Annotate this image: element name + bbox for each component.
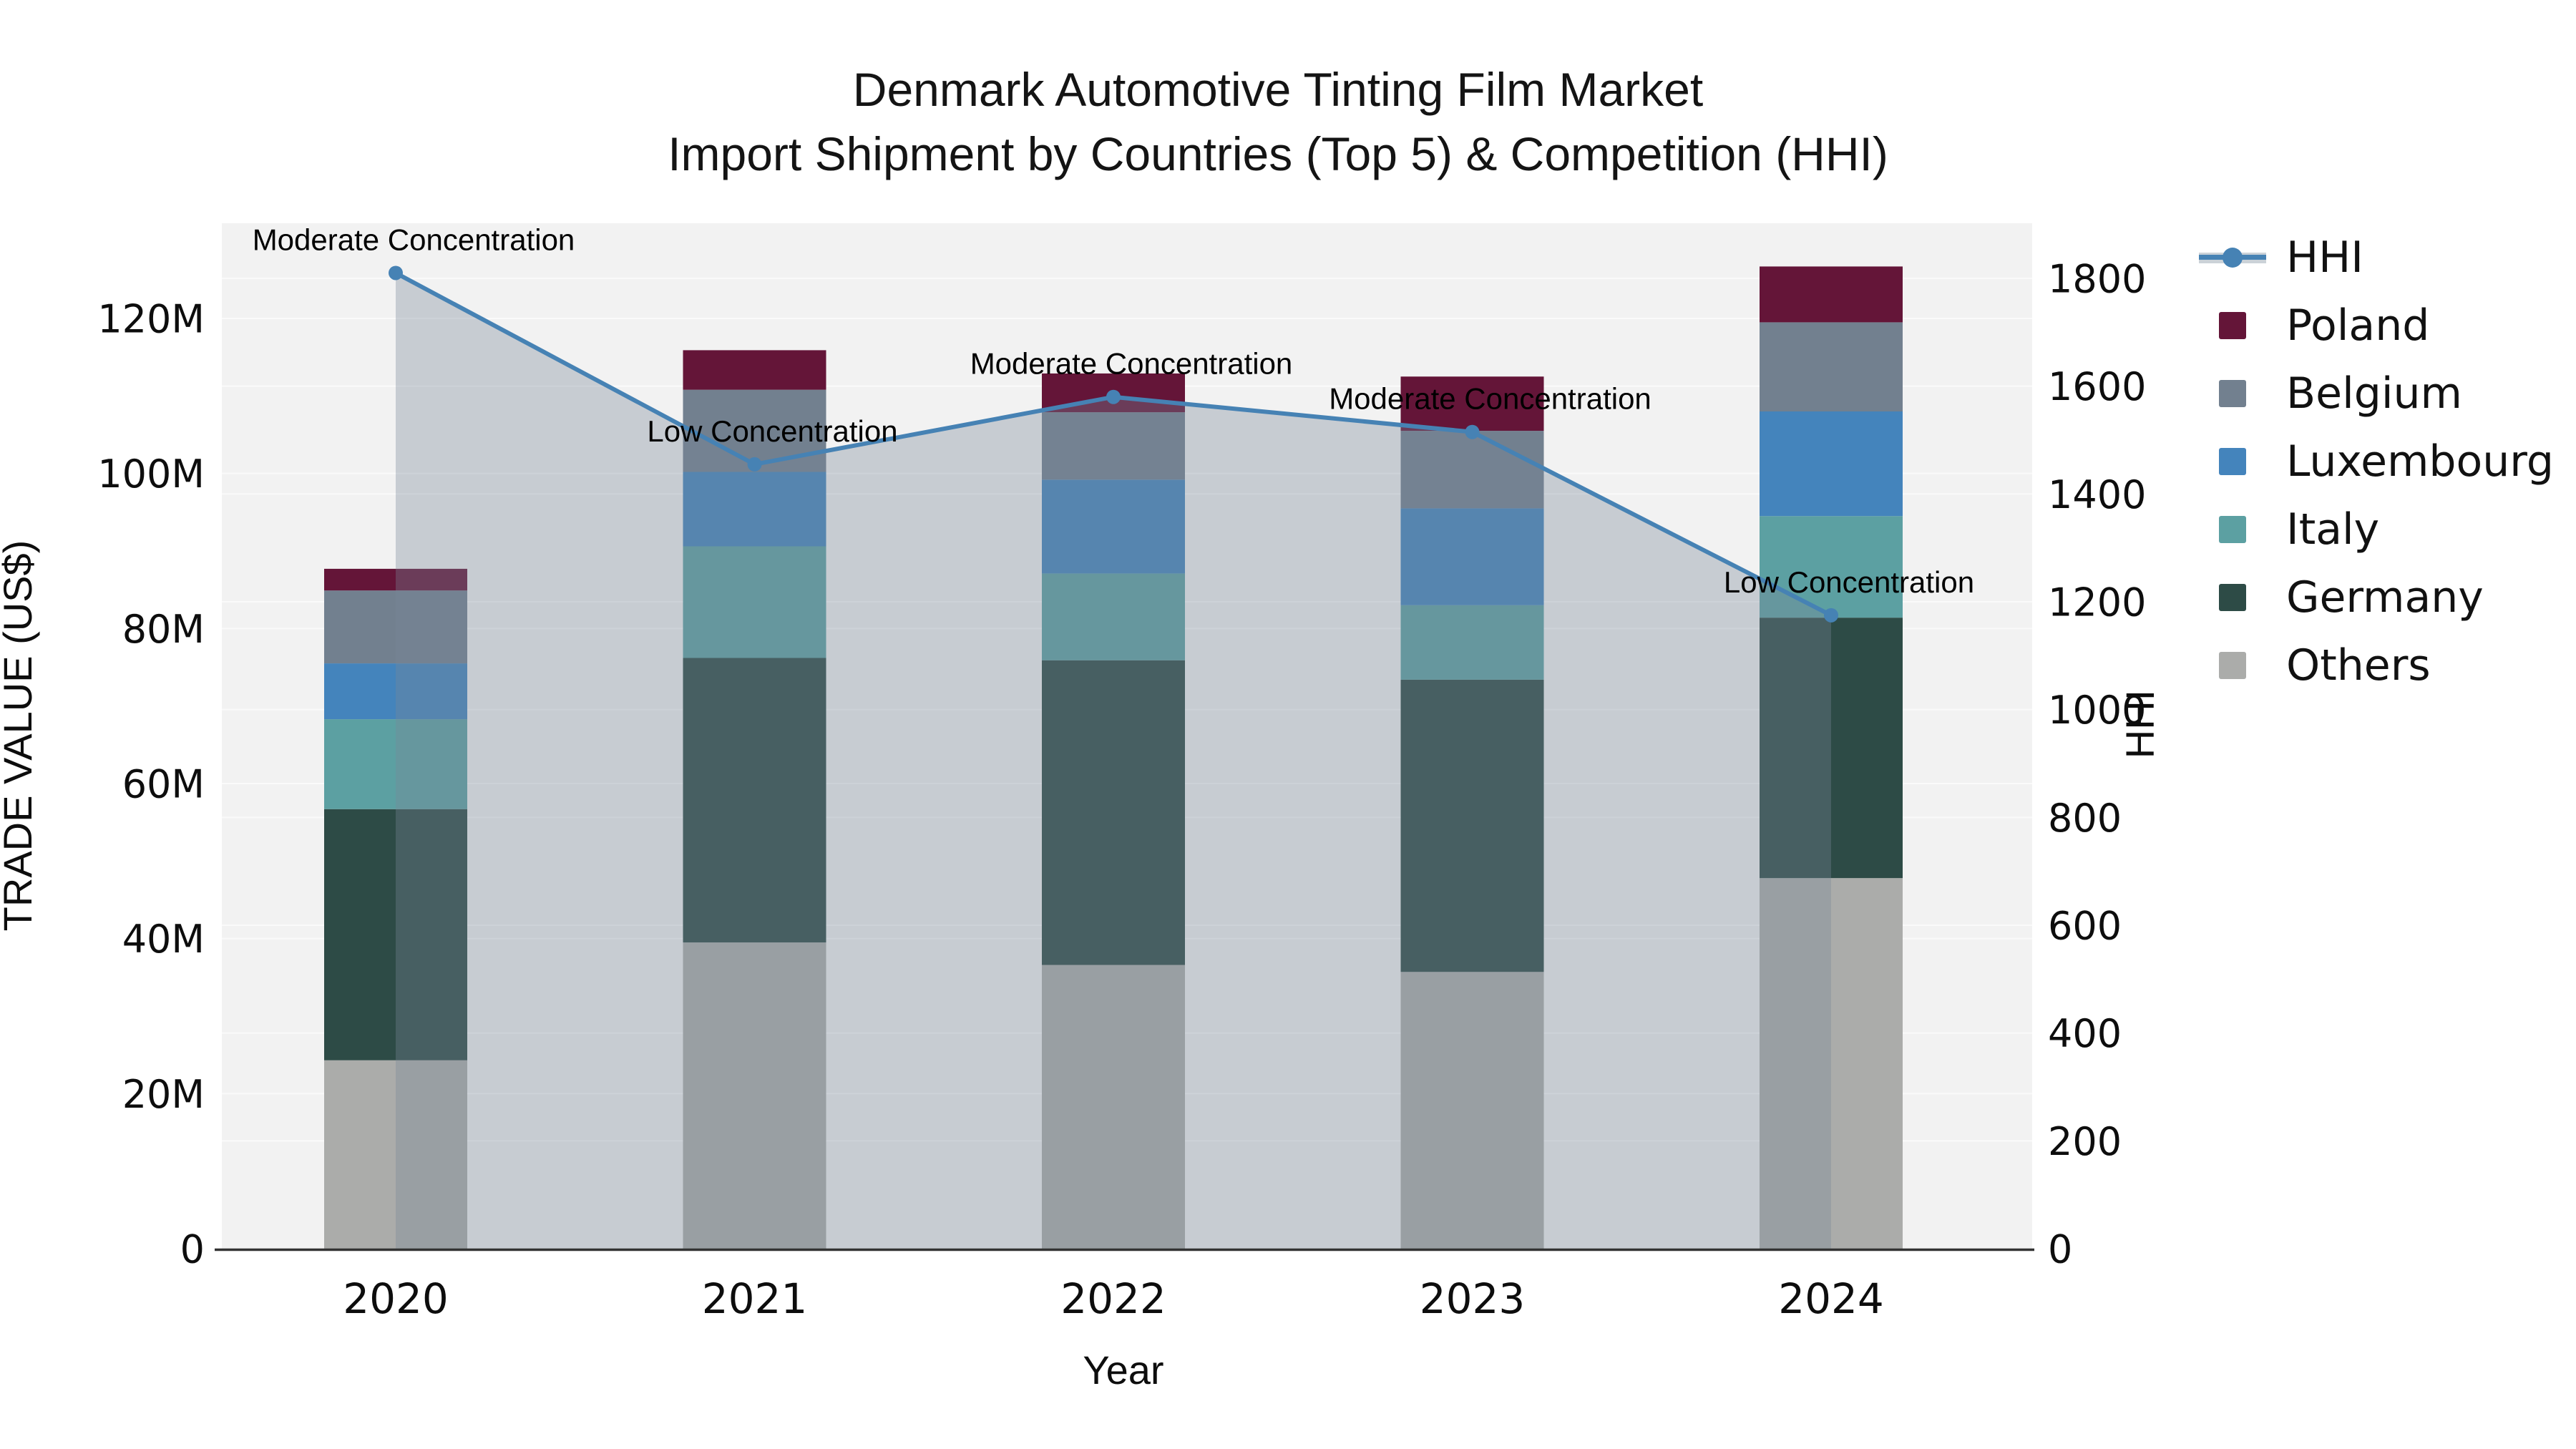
bar-segment-2023-others [1400,972,1544,1249]
legend-label: Belgium [2286,368,2462,419]
bar-segment-2022-others [1042,965,1185,1249]
hhi-annotation-2022: Moderate Concentration [970,347,1293,381]
bar-segment-2024-belgium [1760,322,1903,411]
x-tick-label-2024: 2024 [1778,1274,1884,1323]
legend-item-hhi: HHI [2190,223,2554,291]
legend-swatch-italy [2190,495,2275,563]
legend-color-square [2219,583,2246,611]
y-right-tick-label: 800 [2048,796,2122,841]
bar-segment-2020-italy [324,719,467,809]
x-tick-label-2021: 2021 [702,1274,808,1323]
legend-hhi-line-swatch [2190,223,2275,291]
legend-swatch-germany [2190,563,2275,631]
bar-segment-2020-belgium [324,590,467,664]
bar-segment-2022-italy [1042,573,1185,660]
bar-segment-2022-germany [1042,660,1185,965]
bar-segment-2021-others [683,942,826,1249]
legend-swatch-others [2190,631,2275,699]
bar-segment-2023-poland [1400,376,1544,431]
bar-segment-2024-others [1760,878,1903,1249]
y-left-tick-label: 20M [122,1072,205,1117]
bar-segment-2023-belgium [1400,431,1544,509]
hhi-area-fill [396,273,1831,1249]
y-left-tick-label: 0 [180,1226,205,1272]
legend-item-germany: Germany [2190,563,2554,631]
legend-color-square [2219,515,2246,543]
y-left-tick-label: 60M [122,761,205,806]
chart-title: Denmark Automotive Tinting Film Market I… [0,57,2556,186]
legend-swatch-poland [2190,291,2275,359]
bar-segment-2021-italy [683,546,826,658]
legend-label: Others [2286,640,2431,691]
x-axis-title: Year [1083,1347,1163,1392]
y-axis-title-left: TRADE VALUE (US$) [0,540,40,932]
y-left-tick-label: 40M [122,917,205,962]
legend-item-others: Others [2190,631,2554,699]
bar-segment-2024-luxembourg [1760,411,1903,517]
y-left-tick-label: 80M [122,607,205,652]
bar-segment-2023-italy [1400,605,1544,680]
legend-color-square [2219,379,2246,407]
y-right-tick-label: 400 [2048,1011,2122,1056]
x-tick-label-2023: 2023 [1420,1274,1526,1323]
bar-segment-2021-germany [683,658,826,943]
legend: HHI Poland Belgium Luxembourg Italy Germany Ot… [2190,223,2554,699]
legend-hhi-marker [2223,247,2243,268]
bar-segment-2021-poland [683,350,826,390]
bar-segment-2020-luxembourg [324,663,467,720]
hhi-marker-2024 [1824,608,1838,623]
bar-segment-2024-germany [1760,618,1903,879]
hhi-annotation-2021: Low Concentration [647,414,897,448]
hhi-marker-2020 [389,265,403,280]
y-right-tick-label: 600 [2048,903,2122,948]
legend-item-belgium: Belgium [2190,359,2554,427]
y-right-tick-label: 0 [2048,1226,2072,1272]
y-right-tick-label: 1600 [2048,364,2146,409]
bar-segment-2020-germany [324,809,467,1060]
legend-item-luxembourg: Luxembourg [2190,427,2554,495]
hhi-marker-2021 [747,457,762,472]
bar-segment-2024-italy [1760,516,1903,618]
legend-item-italy: Italy [2190,495,2554,563]
y-left-tick-label: 100M [97,452,205,497]
x-tick-label-2022: 2022 [1060,1274,1166,1323]
y-right-tick-label: 1400 [2048,472,2146,517]
bar-segment-2022-belgium [1042,412,1185,480]
legend-item-poland: Poland [2190,291,2554,359]
x-tick-label-2020: 2020 [343,1274,449,1323]
bar-segment-2022-luxembourg [1042,479,1185,574]
legend-swatch-luxembourg [2190,427,2275,495]
legend-label: Poland [2286,300,2430,351]
chart-title-line2: Import Shipment by Countries (Top 5) & C… [668,127,1888,180]
bar-segment-2020-others [324,1060,467,1249]
legend-label: Luxembourg [2286,436,2554,487]
y-axis-title-right: HHI [2117,690,2162,758]
legend-color-square [2219,447,2246,475]
y-right-tick-label: 1000 [2048,688,2146,733]
legend-label: HHI [2286,232,2363,283]
y-right-tick-label: 1800 [2048,256,2146,301]
bar-segment-2023-luxembourg [1400,508,1544,605]
legend-label: Germany [2286,572,2484,623]
chart-title-line1: Denmark Automotive Tinting Film Market [852,63,1704,116]
legend-swatch-belgium [2190,359,2275,427]
y-right-tick-label: 200 [2048,1119,2122,1164]
y-right-tick-label: 1200 [2048,580,2146,625]
legend-color-square [2219,311,2246,339]
hhi-annotation-2024: Low Concentration [1724,565,1974,599]
y-left-tick-label: 120M [97,296,205,341]
hhi-marker-2022 [1106,389,1121,404]
hhi-annotation-2023: Moderate Concentration [1329,382,1652,416]
bar-segment-2024-poland [1760,266,1903,323]
bar-segment-2023-germany [1400,679,1544,972]
hhi-marker-2023 [1465,424,1480,439]
hhi-annotation-2020: Moderate Concentration [253,223,575,256]
bar-segment-2020-poland [324,568,467,591]
bar-segment-2021-luxembourg [683,472,826,547]
legend-color-square [2219,651,2246,679]
legend-label: Italy [2286,504,2380,555]
